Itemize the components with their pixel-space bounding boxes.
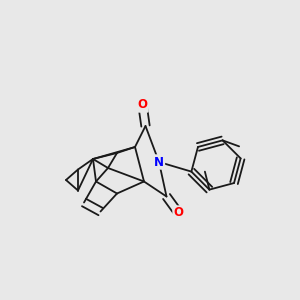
Text: N: N	[154, 155, 164, 169]
Text: O: O	[173, 206, 184, 220]
Text: O: O	[137, 98, 148, 112]
